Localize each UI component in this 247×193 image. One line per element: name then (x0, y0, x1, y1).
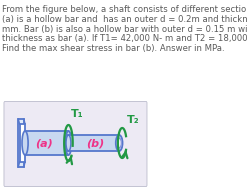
Bar (25, 131, 68, 155)
Text: (a): (a) (35, 138, 53, 148)
Text: T₂: T₂ (127, 115, 140, 125)
Ellipse shape (66, 135, 71, 151)
Text: mm. Bar (b) is also a hollow bar with outer d = 0.15 m with same: mm. Bar (b) is also a hollow bar with ou… (2, 25, 247, 34)
Bar (68, 135, 119, 151)
Ellipse shape (117, 138, 121, 148)
Ellipse shape (65, 131, 71, 155)
Text: From the figure below, a shaft consists of different sections. Bar: From the figure below, a shaft consists … (2, 5, 247, 14)
Bar (18, 119, 24, 167)
Ellipse shape (22, 131, 28, 155)
Text: T₁: T₁ (71, 109, 83, 119)
Text: Find the max shear stress in bar (b). Answer in MPa.: Find the max shear stress in bar (b). An… (2, 44, 225, 53)
Text: (b): (b) (86, 138, 104, 148)
Ellipse shape (116, 135, 123, 151)
FancyBboxPatch shape (4, 102, 147, 186)
Text: (a) is a hollow bar and  has an outer d = 0.2m and thickness of 10: (a) is a hollow bar and has an outer d =… (2, 15, 247, 24)
Bar (20, 124, 25, 162)
Text: thickness as bar (a). If T1= 42,000 N- m and T2 = 18,000 N-m,: thickness as bar (a). If T1= 42,000 N- m… (2, 34, 247, 43)
